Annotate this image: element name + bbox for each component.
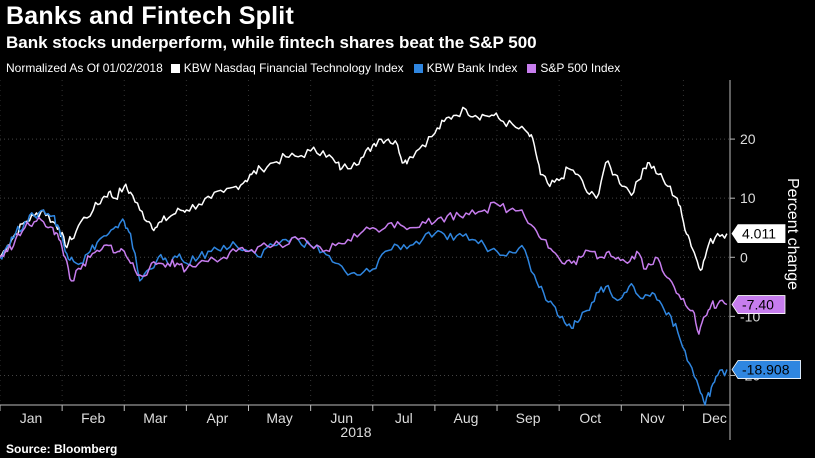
x-tick-label: Dec <box>702 410 727 426</box>
last-value-tag-box <box>731 360 801 379</box>
legend-label-bank: KBW Bank Index <box>426 61 518 75</box>
legend-item-bank: KBW Bank Index <box>413 61 518 75</box>
x-tick-label: Mar <box>143 410 167 426</box>
last-value-tag-2: -7.40 <box>731 295 786 314</box>
x-tick-label: Sep <box>516 410 541 426</box>
x-tick-label: Aug <box>453 410 478 426</box>
x-tick-label: Nov <box>640 410 665 426</box>
last-value-tag-label: -7.40 <box>742 297 774 313</box>
series-lines <box>0 106 728 406</box>
x-tick-label: Jun <box>330 410 353 426</box>
last-value-tag-label: 4.011 <box>742 226 776 242</box>
legend-swatch-bank <box>413 63 423 73</box>
y-tick-label: 0 <box>740 249 748 265</box>
legend-label-fintech: KBW Nasdaq Financial Technology Index <box>183 61 404 75</box>
grid-lines <box>0 80 730 405</box>
legend-item-sp500: S&P 500 Index <box>527 61 620 75</box>
chart-title: Banks and Fintech Split <box>6 2 294 30</box>
legend-note: Normalized As Of 01/02/2018 <box>6 61 163 75</box>
last-value-tag-label: -18.908 <box>742 362 790 378</box>
last-value-tags: 4.011 -18.908 -7.40 <box>731 224 801 379</box>
legend-item-fintech: KBW Nasdaq Financial Technology Index <box>170 61 404 75</box>
y-axis-label: Percent change <box>784 178 801 291</box>
x-tick-label: Apr <box>207 410 229 426</box>
x-tick-label: Feb <box>81 410 105 426</box>
last-value-tag-1: -18.908 <box>731 360 801 379</box>
last-value-tag-box <box>731 295 786 314</box>
x-tick-label: Jul <box>395 410 413 426</box>
y-tick-label: 20 <box>740 131 756 147</box>
chart-subtitle: Bank stocks underperform, while fintech … <box>6 33 537 52</box>
y-tick-label: 10 <box>740 190 756 206</box>
legend-swatch-fintech <box>170 63 180 73</box>
last-value-tag-box <box>731 224 786 244</box>
x-tick-label: Oct <box>579 410 601 426</box>
legend-label-sp500: S&P 500 Index <box>540 61 621 75</box>
legend: Normalized As Of 01/02/2018 KBW Nasdaq F… <box>6 61 630 75</box>
legend-swatch-sp500 <box>527 63 537 73</box>
source-note: Source: Bloomberg <box>6 442 118 456</box>
series-line-2 <box>0 201 728 335</box>
series-line-0 <box>0 106 728 272</box>
axes: -20-1001020JanFebMarAprMayJunJulAugSepOc… <box>0 80 760 440</box>
series-line-1 <box>0 209 728 406</box>
x-tick-label: Jan <box>20 410 43 426</box>
x-tick-label: May <box>266 410 292 426</box>
last-value-tag-0: 4.011 <box>731 224 786 244</box>
x-axis-year-label: 2018 <box>340 424 371 440</box>
